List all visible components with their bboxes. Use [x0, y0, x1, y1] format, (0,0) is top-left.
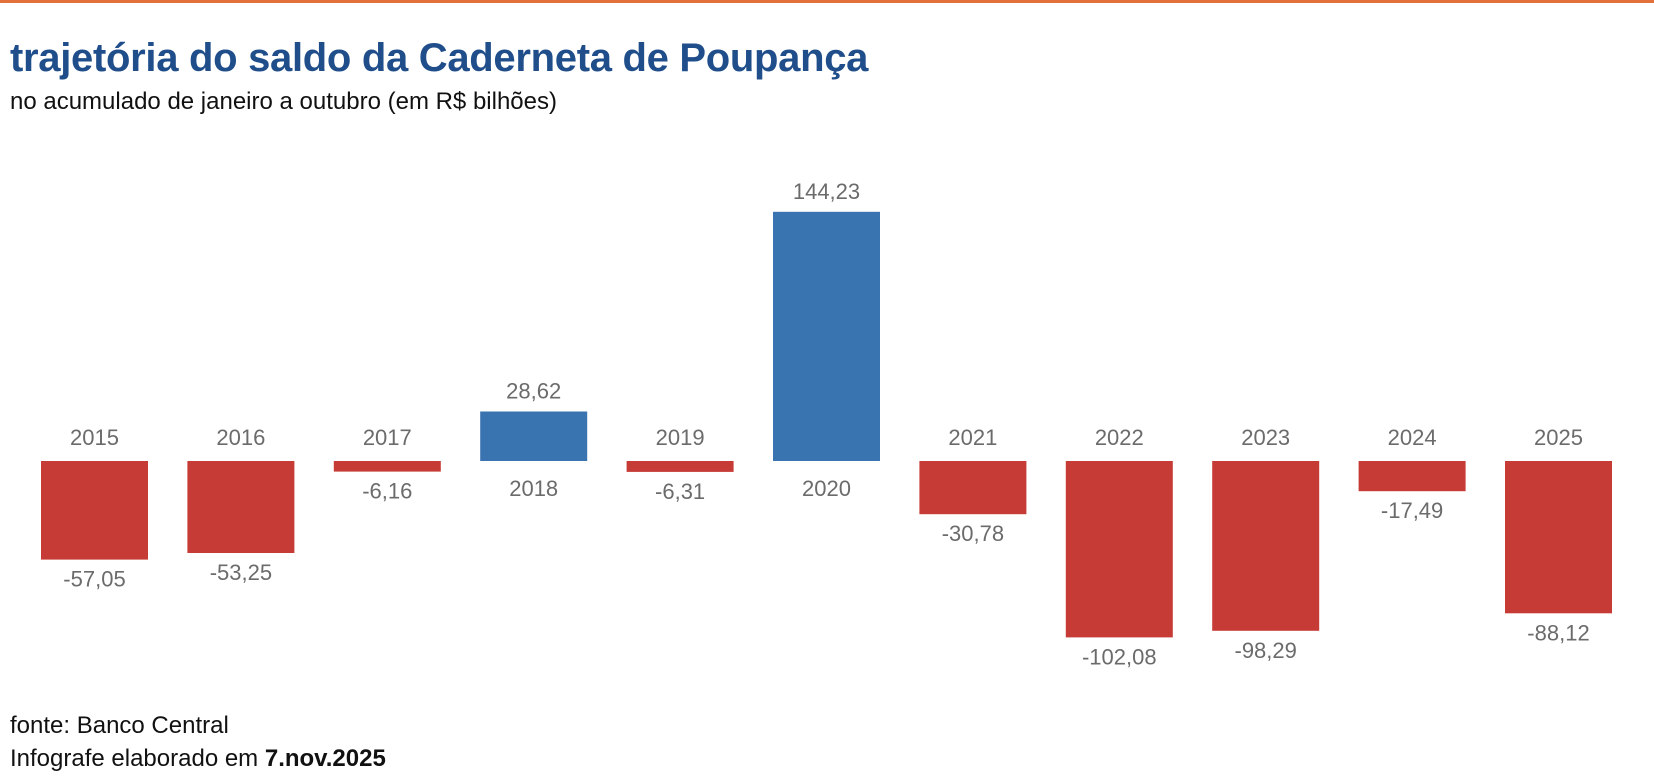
bar-2019	[626, 461, 734, 472]
value-label-2021: -30,78	[942, 521, 1004, 546]
bar-2024	[1358, 461, 1466, 492]
bar-2015	[41, 461, 148, 560]
credit-prefix: Infografe elaborado em	[10, 745, 265, 772]
value-label-2015: -57,05	[63, 567, 125, 592]
category-label-2021: 2021	[948, 425, 997, 450]
category-label-2025: 2025	[1534, 425, 1583, 450]
category-label-2022: 2022	[1095, 425, 1144, 450]
credit-note: Infografe elaborado em 7.nov.2025	[10, 745, 386, 773]
value-label-2016: -53,25	[210, 560, 272, 585]
credit-date: 7.nov.2025	[264, 745, 386, 772]
value-label-2023: -98,29	[1235, 638, 1297, 663]
bar-2017	[333, 461, 441, 472]
bar-2020	[773, 211, 880, 461]
bar-2021	[919, 461, 1027, 515]
value-label-2022: -102,08	[1082, 644, 1157, 669]
category-label-2015: 2015	[70, 425, 119, 450]
value-label-2017: -6,16	[362, 479, 412, 504]
category-label-2023: 2023	[1241, 425, 1290, 450]
value-label-2024: -17,49	[1381, 498, 1443, 523]
value-label-2018: 28,62	[506, 379, 561, 404]
bar-2023	[1212, 461, 1320, 631]
category-label-2018: 2018	[509, 476, 558, 501]
bar-2016	[187, 461, 295, 553]
chart-title: trajetória do saldo da Caderneta de Poup…	[10, 36, 869, 80]
chart-subtitle: no acumulado de janeiro a outubro (em R$…	[10, 88, 557, 115]
top-accent-rule	[0, 0, 1654, 3]
bar-2018	[480, 411, 588, 461]
bar-2022	[1065, 461, 1173, 638]
category-label-2016: 2016	[216, 425, 265, 450]
bar-2025	[1505, 461, 1612, 614]
category-label-2024: 2024	[1388, 425, 1437, 450]
category-label-2020: 2020	[802, 476, 851, 501]
value-label-2020: 144,23	[793, 179, 860, 204]
bar-chart: -57,05 2015 -53,25 2016 -6,16 2017 28,62 2018 -6…	[41, 179, 1612, 669]
category-label-2019: 2019	[656, 425, 705, 450]
value-label-2019: -6,31	[655, 479, 705, 504]
category-label-2017: 2017	[363, 425, 412, 450]
value-label-2025: -88,12	[1527, 620, 1589, 645]
source-note: fonte: Banco Central	[10, 712, 229, 739]
